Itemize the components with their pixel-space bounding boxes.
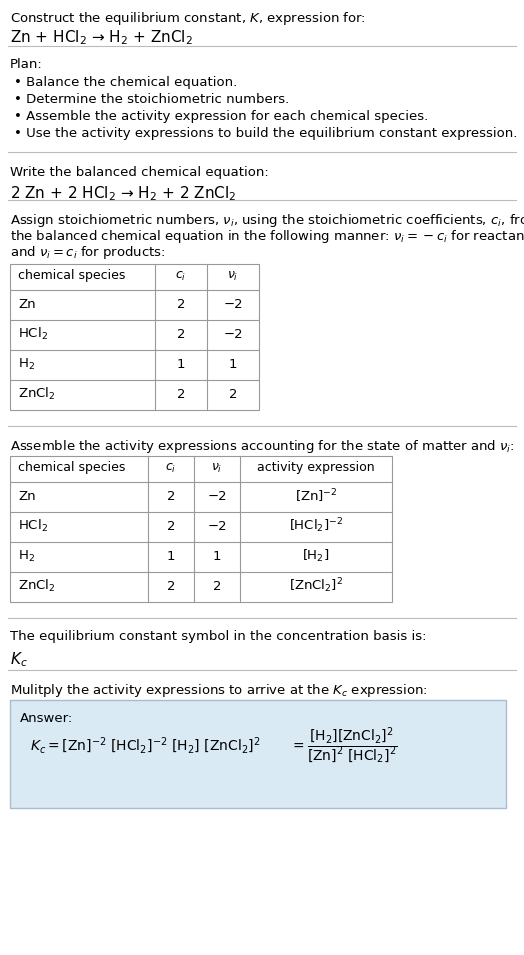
Text: 2: 2 <box>213 580 221 592</box>
Bar <box>10 700 506 808</box>
Text: $K_c = [\mathrm{Zn}]^{-2}\ [\mathrm{HCl_2}]^{-2}\ [\mathrm{H_2}]\ [\mathrm{ZnCl_: $K_c = [\mathrm{Zn}]^{-2}\ [\mathrm{HCl_… <box>30 735 260 756</box>
Text: −2: −2 <box>207 490 227 502</box>
Text: 2: 2 <box>177 298 185 310</box>
Text: [H$_2$]: [H$_2$] <box>302 548 330 564</box>
Text: chemical species: chemical species <box>18 269 125 283</box>
Text: H$_2$: H$_2$ <box>18 548 35 563</box>
Text: 1: 1 <box>229 357 237 371</box>
Text: Assign stoichiometric numbers, $\nu_i$, using the stoichiometric coefficients, $: Assign stoichiometric numbers, $\nu_i$, … <box>10 212 524 229</box>
Text: 2: 2 <box>177 328 185 341</box>
Text: 1: 1 <box>177 357 185 371</box>
Text: • Assemble the activity expression for each chemical species.: • Assemble the activity expression for e… <box>14 110 428 123</box>
Text: $\nu_i$: $\nu_i$ <box>211 461 223 475</box>
Text: $= \dfrac{[\mathrm{H_2}][\mathrm{ZnCl_2}]^{2}}{[\mathrm{Zn}]^{2}\ [\mathrm{HCl_2: $= \dfrac{[\mathrm{H_2}][\mathrm{ZnCl_2}… <box>290 726 398 766</box>
Text: Zn: Zn <box>18 298 36 310</box>
Text: −2: −2 <box>207 520 227 533</box>
Text: HCl$_2$: HCl$_2$ <box>18 518 48 534</box>
Text: 2: 2 <box>177 388 185 400</box>
Text: Zn + HCl$_2$ → H$_2$ + ZnCl$_2$: Zn + HCl$_2$ → H$_2$ + ZnCl$_2$ <box>10 28 193 47</box>
Text: $K_c$: $K_c$ <box>10 650 28 668</box>
Text: −2: −2 <box>223 328 243 341</box>
Text: ZnCl$_2$: ZnCl$_2$ <box>18 386 56 402</box>
Text: [Zn]$^{-2}$: [Zn]$^{-2}$ <box>294 487 337 505</box>
Text: H$_2$: H$_2$ <box>18 356 35 371</box>
Text: 2: 2 <box>229 388 237 400</box>
Text: 2: 2 <box>167 490 175 502</box>
Text: and $\nu_i = c_i$ for products:: and $\nu_i = c_i$ for products: <box>10 244 166 261</box>
Text: −2: −2 <box>223 298 243 310</box>
Text: Zn: Zn <box>18 490 36 502</box>
Text: Plan:: Plan: <box>10 58 43 71</box>
Text: • Use the activity expressions to build the equilibrium constant expression.: • Use the activity expressions to build … <box>14 127 517 140</box>
Text: 2: 2 <box>167 580 175 592</box>
Text: HCl$_2$: HCl$_2$ <box>18 326 48 342</box>
Bar <box>10 264 259 410</box>
Text: Answer:: Answer: <box>20 712 73 725</box>
Text: Construct the equilibrium constant, $K$, expression for:: Construct the equilibrium constant, $K$,… <box>10 10 366 27</box>
Text: 2 Zn + 2 HCl$_2$ → H$_2$ + 2 ZnCl$_2$: 2 Zn + 2 HCl$_2$ → H$_2$ + 2 ZnCl$_2$ <box>10 184 237 202</box>
Text: The equilibrium constant symbol in the concentration basis is:: The equilibrium constant symbol in the c… <box>10 630 427 643</box>
Text: • Balance the chemical equation.: • Balance the chemical equation. <box>14 76 237 89</box>
Text: Assemble the activity expressions accounting for the state of matter and $\nu_i$: Assemble the activity expressions accoun… <box>10 438 515 455</box>
Text: Write the balanced chemical equation:: Write the balanced chemical equation: <box>10 166 269 179</box>
Text: 1: 1 <box>167 549 175 562</box>
Text: the balanced chemical equation in the following manner: $\nu_i = -c_i$ for react: the balanced chemical equation in the fo… <box>10 228 524 245</box>
Text: Mulitply the activity expressions to arrive at the $K_c$ expression:: Mulitply the activity expressions to arr… <box>10 682 428 699</box>
Text: [ZnCl$_2$]$^2$: [ZnCl$_2$]$^2$ <box>289 577 343 595</box>
Text: $c_i$: $c_i$ <box>166 461 177 475</box>
Text: activity expression: activity expression <box>257 461 375 475</box>
Text: ZnCl$_2$: ZnCl$_2$ <box>18 578 56 594</box>
Text: $c_i$: $c_i$ <box>176 269 187 283</box>
Text: • Determine the stoichiometric numbers.: • Determine the stoichiometric numbers. <box>14 93 289 106</box>
Text: 2: 2 <box>167 520 175 533</box>
Text: [HCl$_2$]$^{-2}$: [HCl$_2$]$^{-2}$ <box>289 517 343 536</box>
Bar <box>10 456 392 602</box>
Text: 1: 1 <box>213 549 221 562</box>
Text: chemical species: chemical species <box>18 461 125 475</box>
Text: $\nu_i$: $\nu_i$ <box>227 269 239 283</box>
